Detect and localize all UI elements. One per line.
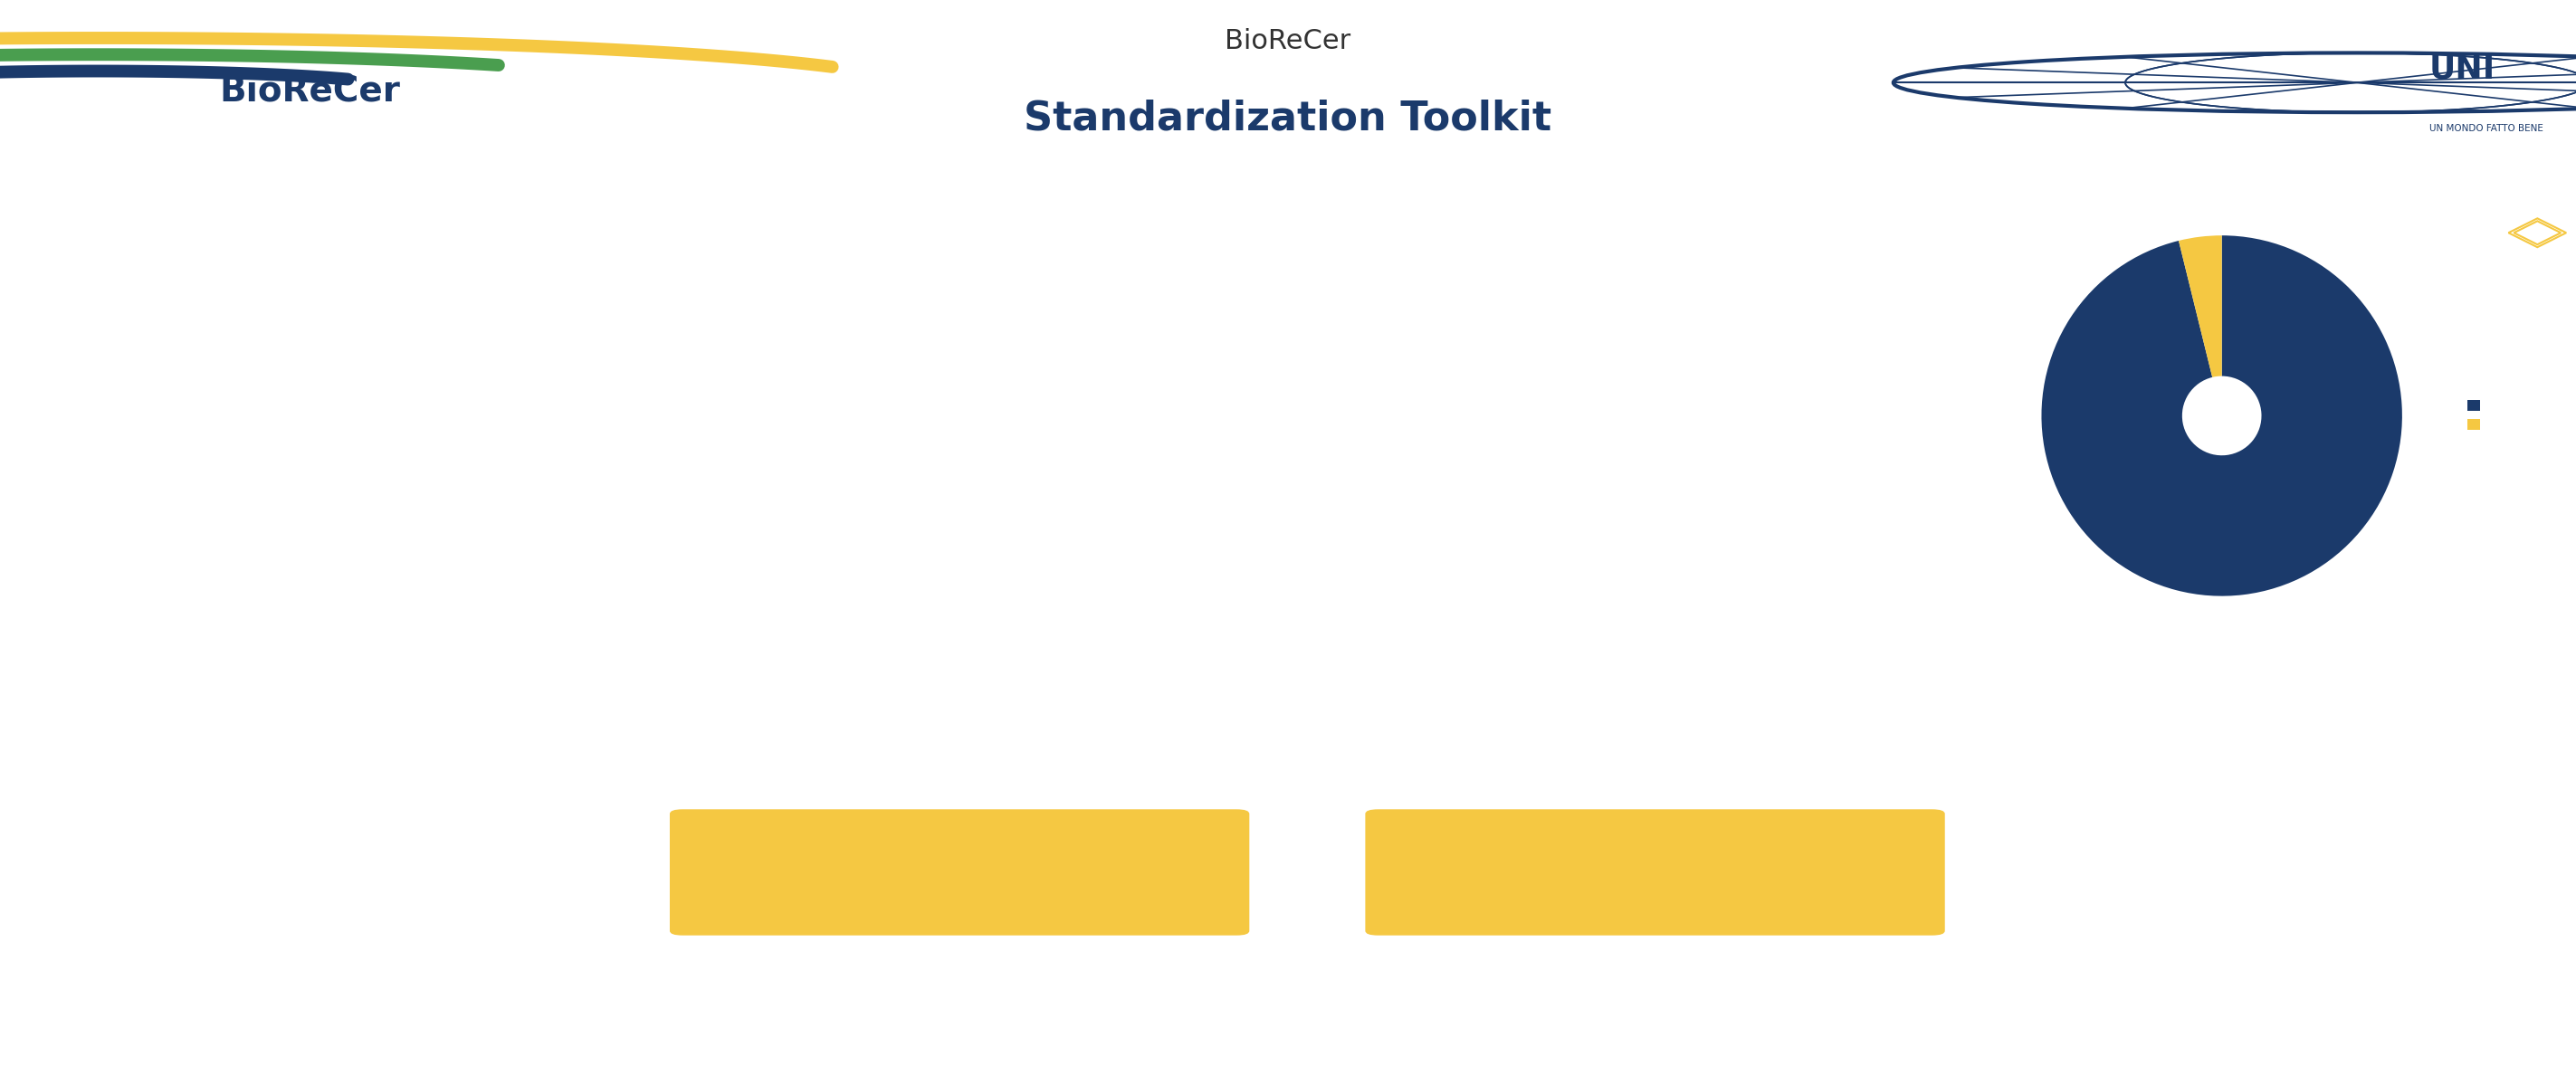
Text: STATUS: STATUS [2254,260,2334,278]
Text: MANUFACTURING: MANUFACTURING [410,741,507,749]
Text: SECURITY, PRIVACY AND ET...: SECURITY, PRIVACY AND ET... [1615,741,1775,749]
Text: UNI: UNI [2429,54,2496,85]
Text: PRODUCT USE: PRODUCT USE [1038,741,1115,749]
Text: ?: ? [21,224,31,242]
Text: TITLE: TITLE [1631,729,1680,745]
Text: 26: 26 [2336,737,2403,784]
FancyBboxPatch shape [1365,809,1945,935]
Text: RECYCLING: RECYCLING [1355,741,1417,749]
Text: CIRCULAR ECONOMY STRAT...: CIRCULAR ECONOMY STRAT... [376,498,541,506]
Text: UN MONDO FATTO BENE: UN MONDO FATTO BENE [2429,125,2543,133]
FancyBboxPatch shape [670,809,1249,935]
Wedge shape [2043,236,2401,596]
Text: Certification Schemes: Certification Schemes [2287,883,2452,899]
Text: BioReCer: BioReCer [1226,28,1350,54]
Text: TRACEABILITY SYSTEMS: TRACEABILITY SYSTEMS [95,970,229,980]
Text: DECISION SUPPORT FRAME...: DECISION SUPPORT FRAME... [997,498,1157,506]
Text: Alle: Alle [714,866,739,879]
Text: FOOD SAFETY: FOOD SAFETY [124,741,201,749]
Text: PRODUCT COMPARISON: PRODUCT COMPARISON [703,741,832,749]
Text: 25: 25 [2331,655,2347,666]
Text: KEYWORDS: KEYWORDS [907,729,1012,745]
Text: DATA EXCHANGE FORMAT: DATA EXCHANGE FORMAT [698,498,837,506]
Text: ∨: ∨ [1891,865,1901,881]
Text: BioReCer: BioReCer [219,74,399,108]
Text: 1: 1 [2336,362,2342,374]
Text: ENVIRONMENTAL MANAGEM...: ENVIRONMENTAL MANAGEM... [1610,498,1780,506]
Legend: Current, In prog...: Current, In prog... [2463,394,2550,437]
Text: DESIGN: DESIGN [1365,498,1406,506]
Text: BIOECONOMY: BIOECONOMY [124,498,201,506]
Text: Standardization Toolkit: Standardization Toolkit [1025,99,1551,139]
Text: Alle: Alle [1409,866,1435,879]
Text: ∨: ∨ [1195,865,1206,881]
Wedge shape [2179,236,2223,377]
